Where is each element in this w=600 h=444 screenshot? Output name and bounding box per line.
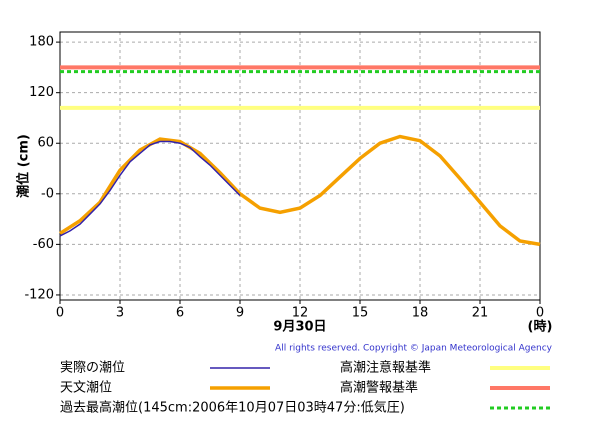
legend-label: 天文潮位 (60, 381, 112, 396)
y-tick-label: 60 (37, 136, 54, 151)
copyright: All rights reserved. Copyright © Japan M… (275, 344, 553, 354)
x-tick-label: 21 (472, 306, 489, 321)
y-tick-label: 180 (29, 35, 54, 50)
x-tick-label: 6 (176, 306, 184, 321)
x-axis-label: 9月30日 (273, 320, 326, 335)
x-tick-label: 12 (292, 306, 309, 321)
x-tick-label: 18 (412, 306, 429, 321)
y-tick-label: -60 (33, 237, 54, 252)
y-tick-label: -120 (24, 287, 54, 302)
legend-label: 高潮警報基準 (340, 380, 418, 396)
x-tick-label: 0 (56, 306, 64, 321)
x-tick-label: 9 (236, 306, 244, 321)
series-line (59, 134, 541, 247)
x-tick-label: 3 (116, 306, 124, 321)
x-tick-label: 15 (352, 306, 369, 321)
x-axis-unit: (時) (528, 319, 553, 335)
legend-label: 高潮注意報基準 (340, 360, 431, 376)
y-axis-label: 潮位 (cm) (16, 134, 32, 198)
plot-frame (59, 31, 541, 301)
y-tick-label: 120 (29, 85, 54, 100)
y-tick-label: -0 (41, 186, 54, 201)
legend-label: 実際の潮位 (60, 360, 125, 376)
x-tick-label: 0 (536, 306, 544, 321)
legend-label: 過去最高潮位(145cm:2006年10月07日03時47分:低気圧) (60, 400, 405, 416)
series-line (59, 140, 241, 237)
